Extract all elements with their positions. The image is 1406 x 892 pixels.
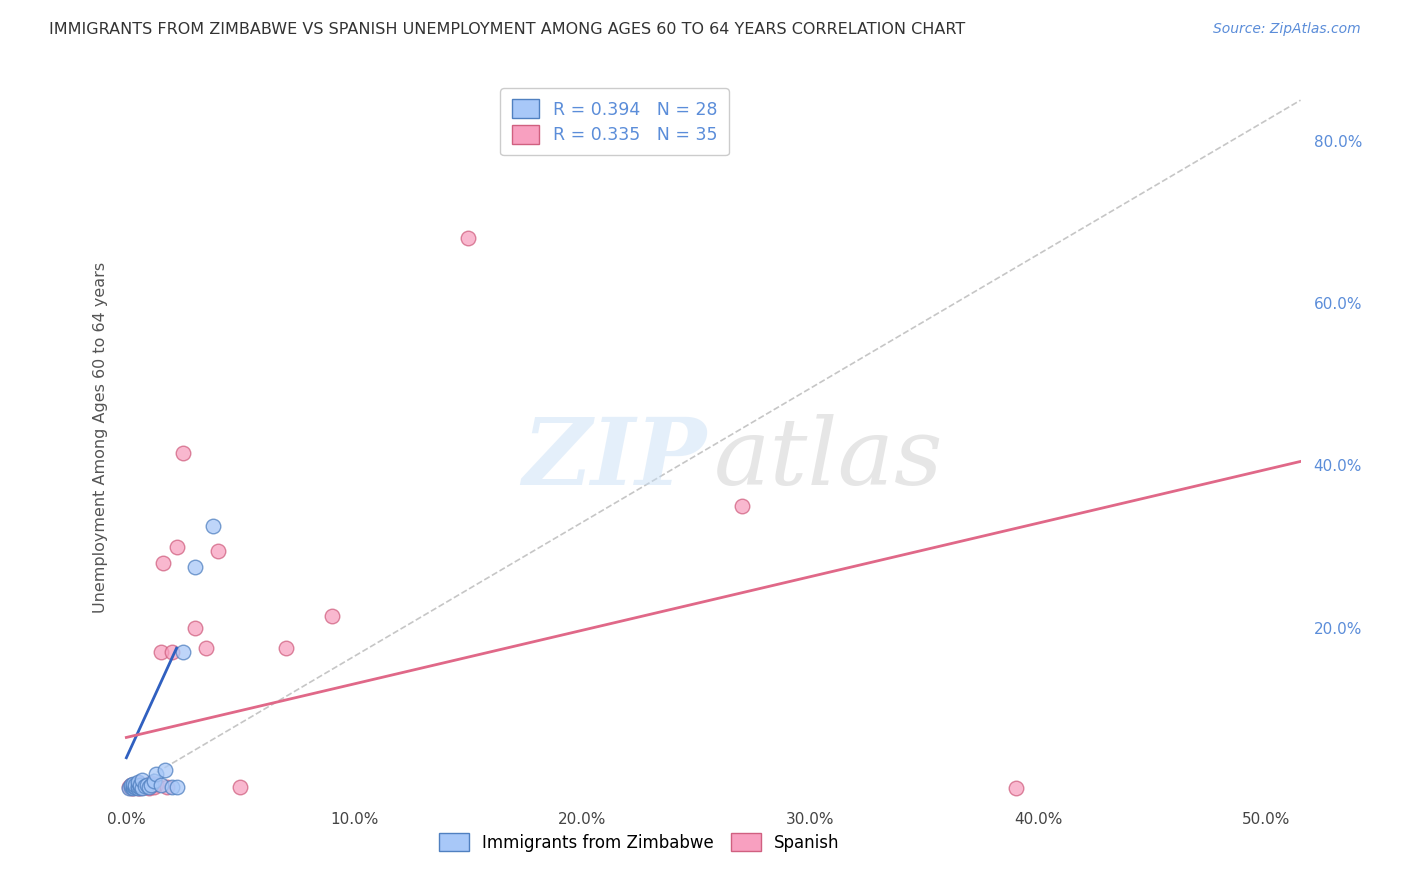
Point	[127, 779, 149, 793]
Point	[124, 780, 146, 794]
Point	[127, 776, 149, 790]
Point	[134, 779, 156, 793]
Text: IMMIGRANTS FROM ZIMBABWE VS SPANISH UNEMPLOYMENT AMONG AGES 60 TO 64 YEARS CORRE: IMMIGRANTS FROM ZIMBABWE VS SPANISH UNEM…	[49, 22, 966, 37]
Point	[160, 780, 183, 794]
Point	[166, 780, 188, 794]
Point	[141, 778, 163, 792]
Point	[184, 621, 207, 635]
Point	[138, 780, 160, 795]
Point	[184, 560, 207, 574]
Point	[172, 645, 194, 659]
Point	[131, 778, 153, 792]
Point	[135, 778, 157, 792]
Point	[122, 780, 145, 795]
Point	[166, 540, 188, 554]
Text: atlas: atlas	[714, 414, 943, 504]
Point	[156, 780, 179, 794]
Point	[117, 780, 139, 795]
Point	[122, 778, 145, 792]
Point	[141, 776, 163, 790]
Point	[131, 780, 153, 794]
Legend: Immigrants from Zimbabwe, Spanish: Immigrants from Zimbabwe, Spanish	[432, 827, 846, 859]
Y-axis label: Unemployment Among Ages 60 to 64 years: Unemployment Among Ages 60 to 64 years	[93, 261, 108, 613]
Point	[731, 499, 754, 513]
Point	[153, 763, 176, 777]
Point	[207, 543, 229, 558]
Point	[172, 446, 194, 460]
Point	[142, 774, 165, 789]
Point	[195, 641, 218, 656]
Point	[160, 645, 183, 659]
Point	[131, 772, 153, 787]
Point	[120, 778, 142, 792]
Point	[122, 780, 145, 795]
Point	[124, 778, 146, 792]
Point	[120, 780, 142, 795]
Point	[124, 780, 146, 794]
Point	[135, 778, 157, 792]
Point	[117, 780, 139, 794]
Point	[131, 780, 153, 795]
Point	[152, 556, 174, 570]
Point	[274, 641, 297, 656]
Point	[129, 780, 152, 795]
Point	[129, 778, 152, 792]
Point	[129, 778, 152, 792]
Point	[120, 780, 142, 794]
Point	[145, 777, 167, 791]
Point	[229, 780, 252, 794]
Point	[127, 778, 149, 792]
Point	[127, 780, 149, 795]
Point	[149, 778, 172, 792]
Text: ZIP: ZIP	[522, 414, 706, 504]
Point	[321, 608, 343, 623]
Point	[122, 777, 145, 791]
Point	[457, 231, 479, 245]
Point	[127, 780, 149, 795]
Point	[127, 775, 149, 789]
Point	[124, 778, 146, 792]
Point	[1004, 780, 1026, 795]
Point	[145, 767, 167, 781]
Point	[122, 779, 145, 793]
Point	[120, 778, 142, 792]
Point	[134, 780, 156, 794]
Point	[201, 519, 224, 533]
Point	[142, 780, 165, 794]
Point	[149, 645, 172, 659]
Text: Source: ZipAtlas.com: Source: ZipAtlas.com	[1213, 22, 1361, 37]
Point	[129, 780, 152, 794]
Point	[138, 780, 160, 794]
